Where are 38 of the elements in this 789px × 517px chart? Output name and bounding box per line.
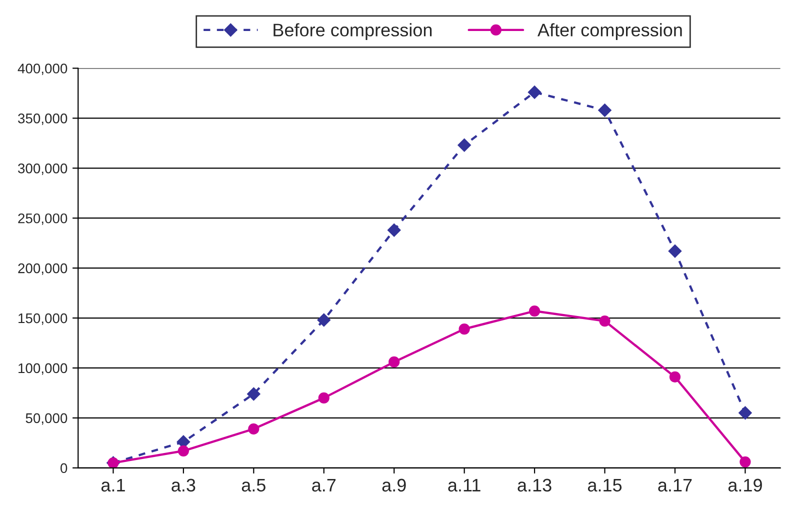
x-tick-label: a.5 — [242, 478, 266, 492]
point — [669, 371, 681, 383]
point — [528, 86, 542, 99]
point — [738, 406, 752, 420]
y-tick-label: 300,000 — [18, 163, 68, 175]
point — [317, 313, 330, 327]
y-tick-label: 350,000 — [18, 114, 68, 126]
point — [318, 392, 330, 404]
point — [388, 356, 400, 368]
x-tick-label: a.7 — [312, 478, 336, 492]
point — [388, 224, 401, 237]
point — [528, 305, 540, 317]
x-tick-label: a.1 — [101, 478, 125, 492]
point — [248, 423, 260, 434]
y-tick-label: 400,000 — [18, 64, 68, 76]
x-tick-label: a.15 — [588, 478, 622, 492]
y-tick-label: 100,000 — [18, 363, 68, 375]
point — [668, 244, 682, 258]
point — [247, 387, 260, 401]
y-tick-label: 50,000 — [26, 413, 68, 425]
legend-label: After compression — [537, 23, 682, 40]
point — [458, 323, 470, 335]
x-tick-label: a.19 — [728, 478, 762, 492]
point — [598, 104, 612, 117]
point — [740, 456, 751, 468]
point — [599, 315, 610, 327]
legend-label: Before compression — [274, 23, 432, 40]
point — [178, 445, 189, 456]
x-tick-label: a.17 — [658, 478, 692, 492]
y-tick-label: 150,000 — [18, 313, 68, 325]
y-tick-label: 200,000 — [18, 263, 68, 275]
y-tick-label: 250,000 — [18, 213, 68, 225]
x-tick-label: a.3 — [172, 478, 196, 492]
y-tick-label: 0 — [60, 463, 68, 474]
x-tick-label: a.11 — [448, 478, 480, 492]
x-tick-label: a.9 — [382, 478, 406, 492]
point — [458, 138, 471, 152]
x-tick-label: a.13 — [518, 478, 552, 492]
